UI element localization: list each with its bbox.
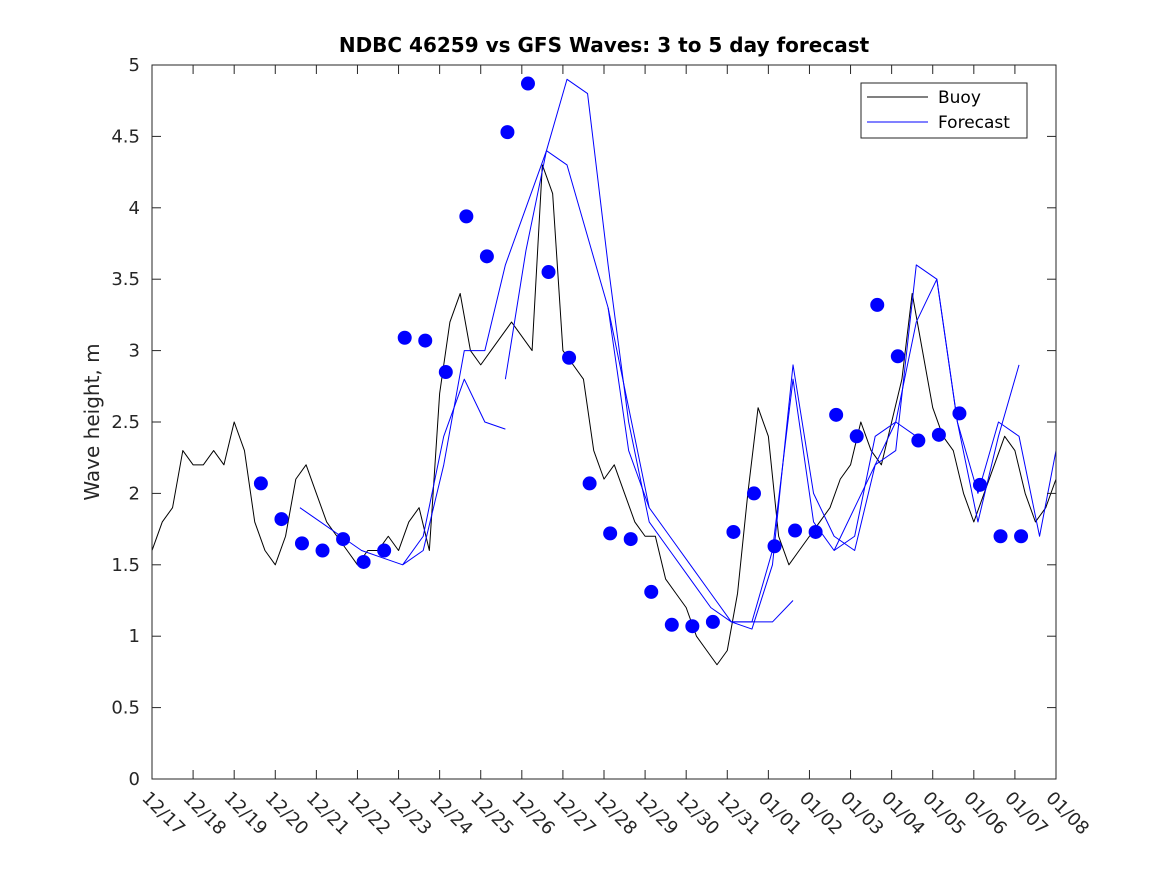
forecast-point-9 <box>438 365 453 380</box>
forecast-point-8 <box>418 333 433 348</box>
forecast-point-7 <box>397 330 412 345</box>
forecast-series-line-5 <box>731 264 1020 623</box>
forecast-point-19 <box>644 584 659 599</box>
forecast-point-25 <box>767 539 782 554</box>
axes-background <box>152 65 1056 779</box>
y-tick-label-6: 3 <box>129 341 140 362</box>
forecast-point-26 <box>788 523 803 538</box>
forecast-point-32 <box>911 433 926 448</box>
legend-label-forecast: Forecast <box>938 113 1010 133</box>
forecast-point-28 <box>829 407 844 422</box>
forecast-point-36 <box>993 529 1008 544</box>
y-tick-label-1: 0.5 <box>111 698 140 719</box>
y-tick-labels: 0 0.5 1 1.5 2 2.5 3 3.5 4 4.5 5 <box>111 55 140 790</box>
forecast-point-35 <box>972 477 987 492</box>
buoy-series-line <box>151 164 1057 666</box>
forecast-point-13 <box>520 76 535 91</box>
forecast-point-24 <box>746 486 761 501</box>
legend-label-buoy: Buoy <box>938 88 981 108</box>
axes-frame <box>151 64 1057 780</box>
forecast-point-16 <box>582 476 597 491</box>
y-tick-label-9: 4.5 <box>111 126 140 147</box>
y-tick-label-4: 2 <box>129 483 140 504</box>
forecast-point-33 <box>931 427 946 442</box>
forecast-point-2 <box>294 536 309 551</box>
y-tick-label-7: 3.5 <box>111 269 140 290</box>
forecast-point-37 <box>1014 529 1029 544</box>
forecast-point-5 <box>356 554 371 569</box>
y-tick-label-8: 4 <box>129 198 140 219</box>
forecast-point-34 <box>952 406 967 421</box>
forecast-point-12 <box>500 125 515 140</box>
y-tick-label-2: 1 <box>129 626 140 647</box>
forecast-point-6 <box>377 543 392 558</box>
forecast-point-17 <box>603 526 618 541</box>
legend: Buoy Forecast <box>860 82 1028 139</box>
forecast-point-21 <box>685 619 700 634</box>
forecast-series-line-4 <box>607 307 917 630</box>
y-tick-label-5: 2.5 <box>111 412 140 433</box>
forecast-point-18 <box>623 532 638 547</box>
series-layer <box>151 78 1057 666</box>
forecast-point-1 <box>274 512 289 527</box>
forecast-series-line-6 <box>833 278 1057 551</box>
y-tick-label-3: 1.5 <box>111 555 140 576</box>
forecast-point-20 <box>664 617 679 632</box>
plot-area <box>152 65 1056 779</box>
y-axis-label: Wave height, m <box>80 343 104 500</box>
forecast-point-31 <box>890 349 905 364</box>
forecast-point-10 <box>459 209 474 224</box>
forecast-point-30 <box>870 297 885 312</box>
forecast-point-27 <box>808 524 823 539</box>
legend-box <box>860 82 1028 139</box>
forecast-point-14 <box>541 265 556 280</box>
forecast-point-22 <box>705 614 720 629</box>
y-tick-label-10: 5 <box>129 55 140 76</box>
forecast-point-29 <box>849 429 864 444</box>
forecast-point-11 <box>479 249 494 264</box>
axis-ticks <box>151 64 1057 780</box>
forecast-markers <box>253 76 1029 634</box>
y-tick-label-0: 0 <box>129 769 140 790</box>
forecast-point-23 <box>726 524 741 539</box>
forecast-point-4 <box>336 532 351 547</box>
forecast-point-0 <box>253 476 268 491</box>
chart-title: NDBC 46259 vs GFS Waves: 3 to 5 day fore… <box>339 33 870 57</box>
forecast-point-3 <box>315 543 330 558</box>
forecast-point-15 <box>562 350 577 365</box>
